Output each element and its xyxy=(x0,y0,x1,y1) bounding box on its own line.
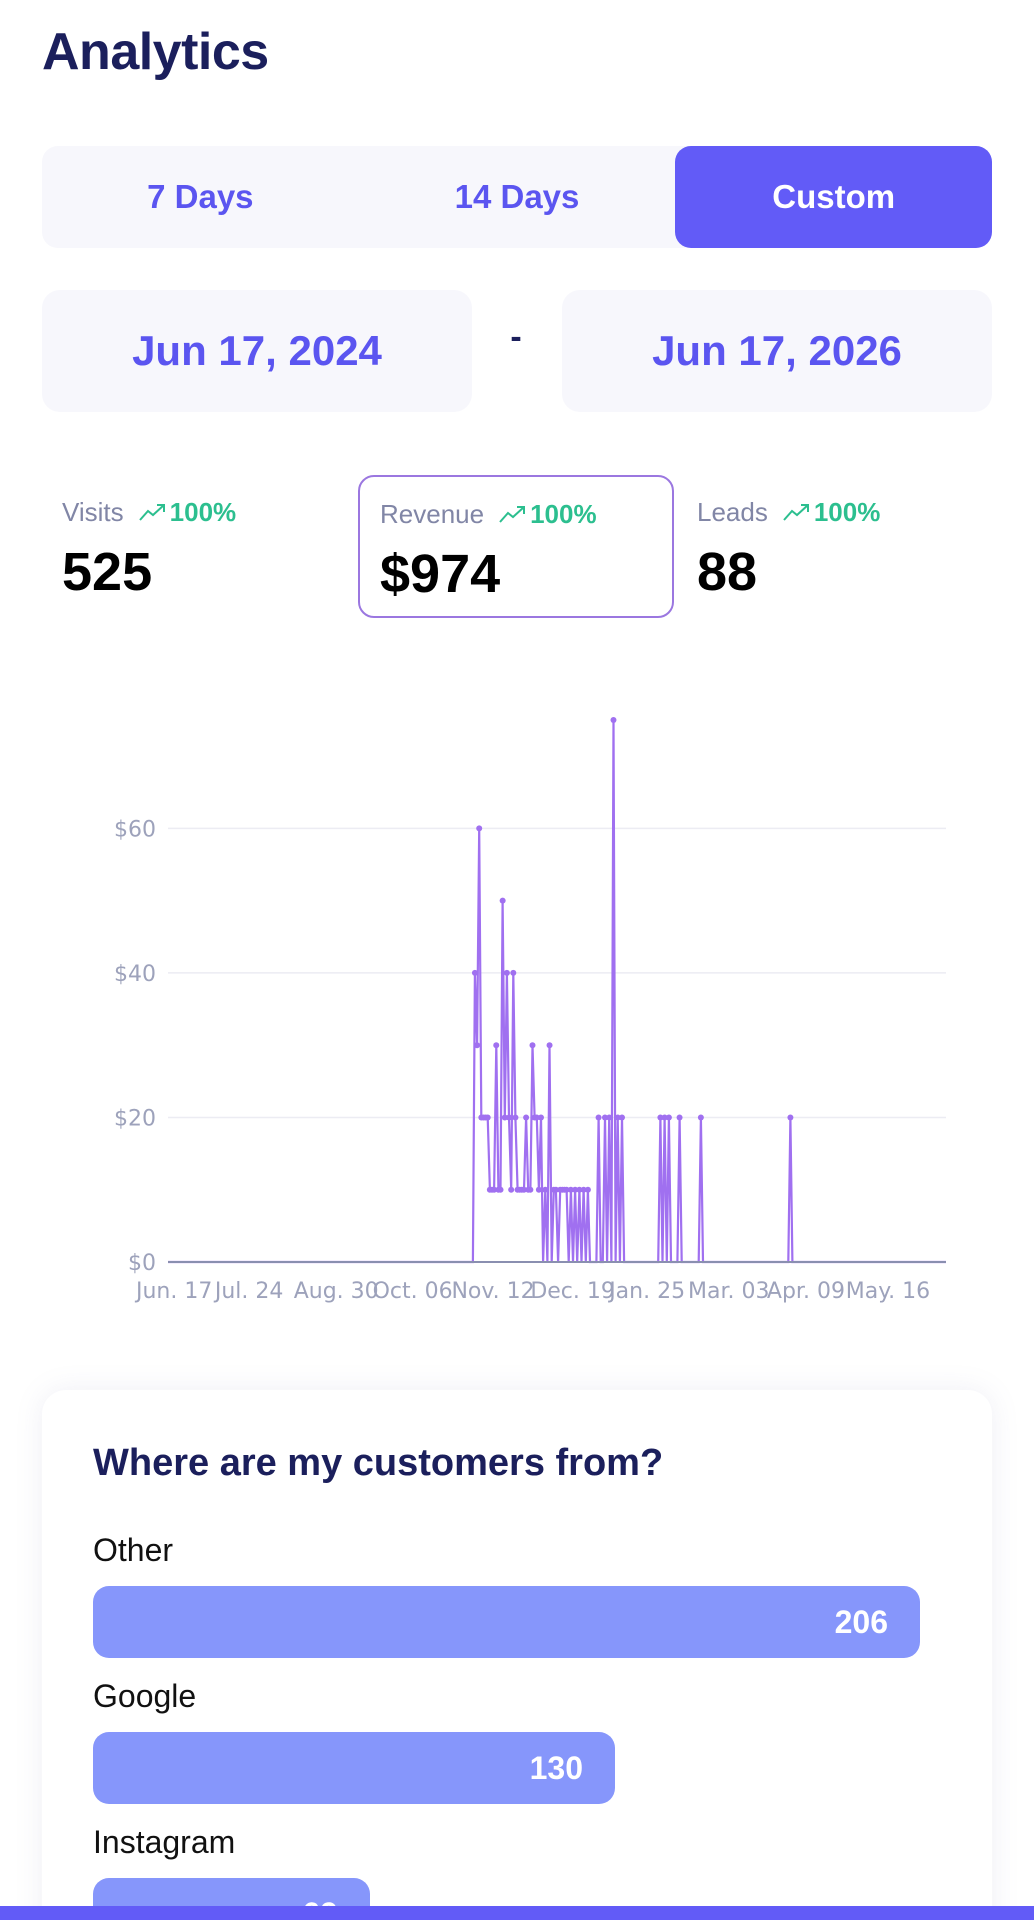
metric-label: Revenue xyxy=(380,498,485,529)
source-value: 206 xyxy=(834,1603,888,1640)
chart-data-point xyxy=(563,1186,570,1193)
bottom-bar xyxy=(0,1906,1034,1920)
metric-label: Leads xyxy=(697,496,768,527)
y-tick-label: $60 xyxy=(114,817,156,842)
chart-data-point xyxy=(474,1042,481,1049)
x-tick-label: Jan. 25 xyxy=(607,1279,685,1304)
chart-data-point xyxy=(508,1186,515,1193)
chart-data-point xyxy=(576,1186,583,1193)
chart-data-point xyxy=(601,1114,608,1121)
x-tick-label: Aug. 30 xyxy=(294,1279,379,1304)
metric-value: $974 xyxy=(380,544,501,604)
trend-value: 100% xyxy=(169,496,237,527)
chart-data-point xyxy=(497,1186,504,1193)
chart-data-point xyxy=(506,1114,513,1121)
chart-data-point xyxy=(546,1042,553,1049)
x-tick-label: Jun. 17 xyxy=(134,1279,212,1304)
chart-data-point xyxy=(572,1186,579,1193)
metric-value: 88 xyxy=(697,542,758,602)
chart-data-point xyxy=(527,1186,534,1193)
trending-up-icon xyxy=(783,504,809,521)
source-label-instagram: Instagram xyxy=(93,1824,236,1860)
y-tick-label: $0 xyxy=(128,1251,156,1276)
customer-sources-card: Where are my customers from? Other 206 G… xyxy=(42,1390,992,1920)
chart-data-point xyxy=(580,1186,587,1193)
chart-data-point xyxy=(523,1114,530,1121)
trending-up-icon xyxy=(138,504,165,521)
x-tick-label: Nov. 12 xyxy=(451,1279,534,1304)
x-tick-label: Dec. 19 xyxy=(530,1279,615,1304)
metric-card-revenue[interactable]: Revenue 100% $974 xyxy=(358,475,674,618)
metric-card-visits[interactable]: Visits 100% 525 xyxy=(42,475,358,618)
chart-data-point xyxy=(493,1042,500,1049)
x-tick-label: Oct. 06 xyxy=(373,1279,453,1304)
chart-data-point xyxy=(533,1114,540,1121)
x-tick-label: Jul. 24 xyxy=(213,1279,284,1304)
x-tick-label: May. 16 xyxy=(846,1279,930,1304)
chart-data-point xyxy=(529,1042,536,1049)
chart-data-point xyxy=(787,1114,794,1121)
chart-data-point xyxy=(499,897,506,904)
chart-data-point xyxy=(512,1114,519,1121)
metric-trend: 100% xyxy=(138,496,237,528)
metric-label: Visits xyxy=(62,496,124,527)
trending-up-icon xyxy=(499,506,526,523)
x-tick-label: Mar. 03 xyxy=(688,1279,769,1304)
chart-data-point xyxy=(610,717,617,723)
chart-data-point xyxy=(542,1186,549,1193)
metric-trend: 100% xyxy=(782,496,881,528)
y-tick-label: $40 xyxy=(114,962,156,987)
metric-value: 525 xyxy=(62,542,153,602)
chart-data-point xyxy=(657,1114,664,1121)
chart-data-point xyxy=(503,969,510,976)
chart-data-point xyxy=(614,1114,621,1121)
chart-data-point xyxy=(595,1114,602,1121)
chart-data-point xyxy=(552,1186,559,1193)
chart-data-point xyxy=(606,1114,613,1121)
chart-data-point xyxy=(501,1114,508,1121)
chart-data-point xyxy=(491,1186,498,1193)
page-title: Analytics xyxy=(42,23,269,81)
tab-custom[interactable]: Custom xyxy=(675,146,993,248)
source-bar-google: 130 xyxy=(93,1732,615,1804)
source-bar-other: 206 xyxy=(93,1586,920,1658)
trend-value: 100% xyxy=(813,496,881,527)
chart-data-point xyxy=(476,825,483,832)
chart-data-point xyxy=(665,1114,672,1121)
date-separator: - xyxy=(510,318,522,356)
chart-data-point xyxy=(484,1114,491,1121)
y-tick-label: $20 xyxy=(114,1106,156,1131)
metric-trend: 100% xyxy=(498,499,597,530)
chart-data-point xyxy=(538,1114,545,1121)
start-date-picker[interactable]: Jun 17, 2024 xyxy=(42,290,472,412)
chart-data-point xyxy=(471,969,478,976)
tab-7-days[interactable]: 7 Days xyxy=(147,178,254,215)
source-label-google: Google xyxy=(93,1678,197,1714)
end-date-picker[interactable]: Jun 17, 2026 xyxy=(562,290,992,412)
sources-title: Where are my customers from? xyxy=(93,1442,664,1484)
chart-data-point xyxy=(676,1114,683,1121)
chart-data-point xyxy=(510,969,517,976)
chart-data-point xyxy=(520,1186,527,1193)
revenue-chart: $0 $20 $40 $60 Jun. 17 Jul. 24 Aug. 30 Oct. 06 N… xyxy=(0,700,1034,1340)
source-value: 130 xyxy=(529,1749,583,1786)
chart-data-point xyxy=(584,1186,591,1193)
chart-data-point xyxy=(567,1186,574,1193)
chart-data-point xyxy=(619,1114,626,1121)
source-label-other: Other xyxy=(93,1532,174,1568)
chart-data-point xyxy=(697,1114,704,1121)
tab-14-days[interactable]: 14 Days xyxy=(454,178,580,215)
chart-data-point xyxy=(661,1114,668,1121)
chart-data-point xyxy=(535,1186,542,1193)
date-range-tabs: 7 Days 14 Days Custom xyxy=(42,146,993,248)
trend-value: 100% xyxy=(530,498,597,529)
chart-series-line xyxy=(168,719,946,1264)
metric-card-leads[interactable]: Leads 100% 88 xyxy=(677,475,993,618)
x-tick-label: Apr. 09 xyxy=(767,1279,845,1304)
